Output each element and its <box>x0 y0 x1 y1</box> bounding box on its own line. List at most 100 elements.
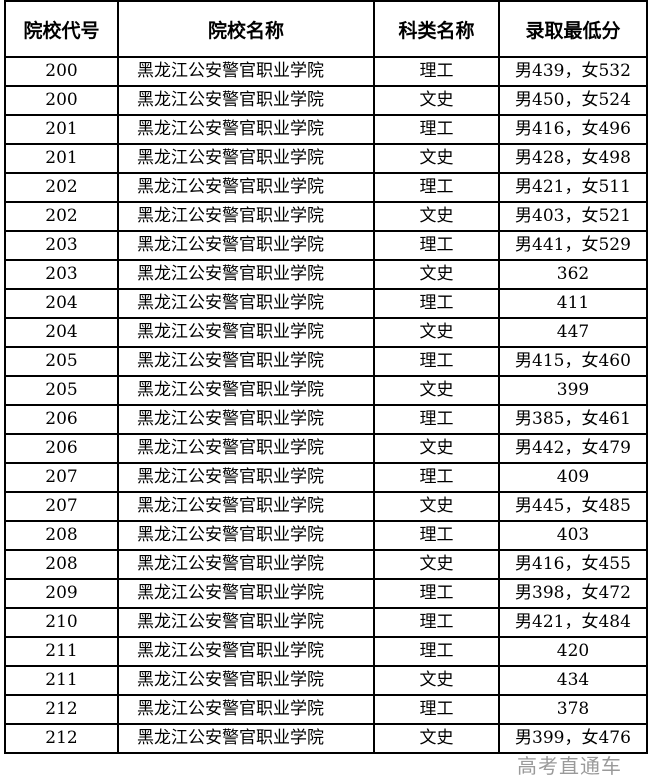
cell-school-code: 205 <box>4 375 119 406</box>
cell-category: 理工 <box>373 520 500 551</box>
cell-school-name: 黑龙江公安警官职业学院 <box>117 85 375 116</box>
cell-category: 理工 <box>373 114 500 145</box>
table-row: 210 黑龙江公安警官职业学院 理工 男421，女484 <box>4 607 648 638</box>
cell-school-code: 212 <box>4 694 119 725</box>
header-school-code: 院校代号 <box>4 0 119 58</box>
cell-min-score: 男450，女524 <box>498 85 648 116</box>
cell-school-name: 黑龙江公安警官职业学院 <box>117 462 375 493</box>
cell-school-code: 204 <box>4 317 119 348</box>
cell-category: 理工 <box>373 56 500 87</box>
cell-school-code: 205 <box>4 346 119 377</box>
cell-school-name: 黑龙江公安警官职业学院 <box>117 230 375 261</box>
cell-category: 理工 <box>373 288 500 319</box>
cell-school-name: 黑龙江公安警官职业学院 <box>117 288 375 319</box>
table-row: 204 黑龙江公安警官职业学院 文史 447 <box>4 317 648 348</box>
cell-school-name: 黑龙江公安警官职业学院 <box>117 607 375 638</box>
cell-school-code: 204 <box>4 288 119 319</box>
cell-min-score: 403 <box>498 520 648 551</box>
cell-min-score: 男445，女485 <box>498 491 648 522</box>
cell-school-name: 黑龙江公安警官职业学院 <box>117 520 375 551</box>
table-row: 201 黑龙江公安警官职业学院 理工 男416，女496 <box>4 114 648 145</box>
cell-school-code: 212 <box>4 723 119 754</box>
cell-category: 文史 <box>373 259 500 290</box>
cell-min-score: 男442，女479 <box>498 433 648 464</box>
cell-school-name: 黑龙江公安警官职业学院 <box>117 404 375 435</box>
cell-school-name: 黑龙江公安警官职业学院 <box>117 317 375 348</box>
cell-category: 理工 <box>373 172 500 203</box>
cell-school-name: 黑龙江公安警官职业学院 <box>117 201 375 232</box>
cell-school-code: 206 <box>4 404 119 435</box>
cell-category: 文史 <box>373 491 500 522</box>
cell-school-code: 201 <box>4 114 119 145</box>
cell-min-score: 434 <box>498 665 648 696</box>
cell-category: 文史 <box>373 549 500 580</box>
table-row: 209 黑龙江公安警官职业学院 理工 男398，女472 <box>4 578 648 609</box>
cell-school-code: 208 <box>4 549 119 580</box>
cell-category: 理工 <box>373 694 500 725</box>
cell-school-code: 209 <box>4 578 119 609</box>
cell-school-code: 201 <box>4 143 119 174</box>
cell-school-code: 206 <box>4 433 119 464</box>
cell-min-score: 男421，女511 <box>498 172 648 203</box>
cell-min-score: 男398，女472 <box>498 578 648 609</box>
cell-school-code: 200 <box>4 56 119 87</box>
cell-category: 文史 <box>373 665 500 696</box>
table-row: 200 黑龙江公安警官职业学院 理工 男439，女532 <box>4 56 648 87</box>
cell-school-code: 200 <box>4 85 119 116</box>
cell-min-score: 411 <box>498 288 648 319</box>
cell-min-score: 男421，女484 <box>498 607 648 638</box>
cell-school-code: 211 <box>4 665 119 696</box>
header-min-score: 录取最低分 <box>498 0 648 58</box>
cell-school-name: 黑龙江公安警官职业学院 <box>117 694 375 725</box>
table-row: 208 黑龙江公安警官职业学院 理工 403 <box>4 520 648 551</box>
cell-school-name: 黑龙江公安警官职业学院 <box>117 491 375 522</box>
table-row: 211 黑龙江公安警官职业学院 理工 420 <box>4 636 648 667</box>
table-row: 205 黑龙江公安警官职业学院 文史 399 <box>4 375 648 406</box>
table-row: 203 黑龙江公安警官职业学院 文史 362 <box>4 259 648 290</box>
cell-min-score: 男441，女529 <box>498 230 648 261</box>
cell-school-code: 207 <box>4 491 119 522</box>
table-row: 207 黑龙江公安警官职业学院 文史 男445，女485 <box>4 491 648 522</box>
cell-min-score: 447 <box>498 317 648 348</box>
cell-category: 文史 <box>373 375 500 406</box>
cell-min-score: 男428，女498 <box>498 143 648 174</box>
admission-table: 院校代号 院校名称 科类名称 录取最低分 200 黑龙江公安警官职业学院 理工 男43… <box>4 0 648 754</box>
table-row: 205 黑龙江公安警官职业学院 理工 男415，女460 <box>4 346 648 377</box>
cell-school-code: 207 <box>4 462 119 493</box>
cell-school-name: 黑龙江公安警官职业学院 <box>117 346 375 377</box>
cell-category: 文史 <box>373 143 500 174</box>
table-row: 202 黑龙江公安警官职业学院 文史 男403，女521 <box>4 201 648 232</box>
cell-school-code: 202 <box>4 201 119 232</box>
table-row: 207 黑龙江公安警官职业学院 理工 409 <box>4 462 648 493</box>
cell-school-code: 211 <box>4 636 119 667</box>
cell-category: 文史 <box>373 317 500 348</box>
table-row: 203 黑龙江公安警官职业学院 理工 男441，女529 <box>4 230 648 261</box>
cell-min-score: 男385，女461 <box>498 404 648 435</box>
table-row: 201 黑龙江公安警官职业学院 文史 男428，女498 <box>4 143 648 174</box>
table-row: 211 黑龙江公安警官职业学院 文史 434 <box>4 665 648 696</box>
cell-school-code: 208 <box>4 520 119 551</box>
cell-min-score: 男399，女476 <box>498 723 648 754</box>
cell-min-score: 男403，女521 <box>498 201 648 232</box>
cell-min-score: 399 <box>498 375 648 406</box>
table-row: 200 黑龙江公安警官职业学院 文史 男450，女524 <box>4 85 648 116</box>
cell-school-name: 黑龙江公安警官职业学院 <box>117 665 375 696</box>
cell-min-score: 男416，女496 <box>498 114 648 145</box>
cell-school-name: 黑龙江公安警官职业学院 <box>117 549 375 580</box>
cell-school-code: 210 <box>4 607 119 638</box>
watermark: 高考直通车 <box>517 754 622 778</box>
cell-category: 理工 <box>373 578 500 609</box>
cell-category: 文史 <box>373 723 500 754</box>
cell-category: 理工 <box>373 636 500 667</box>
cell-min-score: 男415，女460 <box>498 346 648 377</box>
table-row: 206 黑龙江公安警官职业学院 文史 男442，女479 <box>4 433 648 464</box>
cell-school-name: 黑龙江公安警官职业学院 <box>117 259 375 290</box>
cell-category: 文史 <box>373 433 500 464</box>
table-row: 202 黑龙江公安警官职业学院 理工 男421，女511 <box>4 172 648 203</box>
table-row: 204 黑龙江公安警官职业学院 理工 411 <box>4 288 648 319</box>
cell-school-name: 黑龙江公安警官职业学院 <box>117 578 375 609</box>
table-row: 206 黑龙江公安警官职业学院 理工 男385，女461 <box>4 404 648 435</box>
cell-school-name: 黑龙江公安警官职业学院 <box>117 636 375 667</box>
cell-min-score: 男439，女532 <box>498 56 648 87</box>
cell-category: 理工 <box>373 404 500 435</box>
